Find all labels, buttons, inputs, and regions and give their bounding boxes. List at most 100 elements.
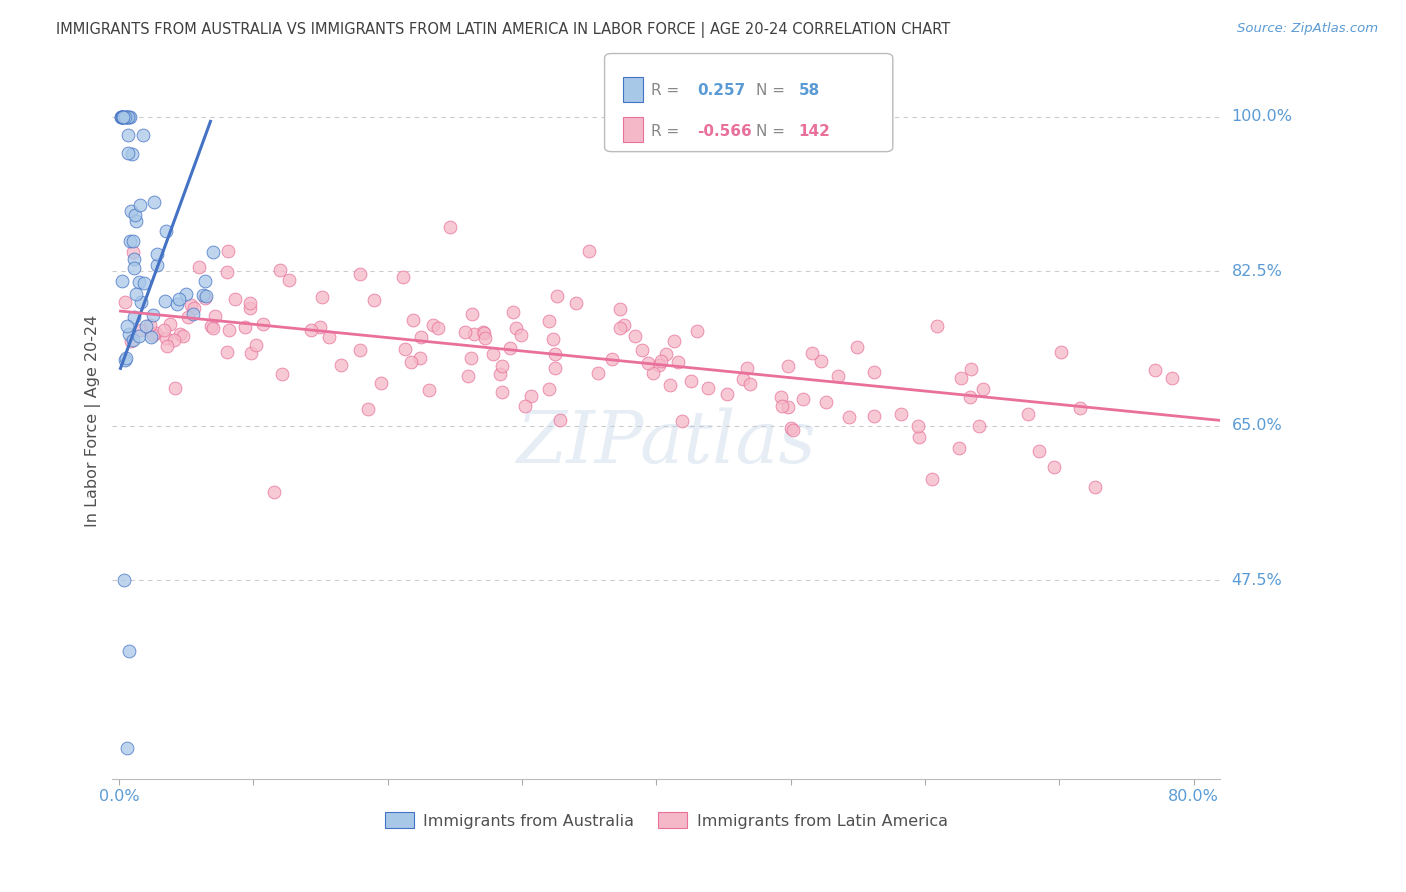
Point (146, 258, 169, 272)
Point (624, 328, 647, 343)
Point (142, 328, 165, 343)
Point (121, 147, 143, 161)
Point (120, 204, 142, 219)
Point (110, 110, 132, 124)
Point (609, 320, 631, 334)
Point (132, 128, 155, 143)
Text: 65.0%: 65.0% (1232, 418, 1282, 434)
Point (122, 310, 145, 325)
Point (544, 347, 567, 361)
Point (1160, 370, 1182, 384)
Point (111, 110, 134, 124)
Point (502, 305, 524, 319)
Point (1084, 480, 1107, 494)
Point (600, 352, 623, 367)
Point (122, 235, 145, 249)
Point (770, 399, 793, 413)
Text: 0.257: 0.257 (697, 84, 745, 98)
Point (112, 573, 135, 587)
Point (117, 740, 139, 755)
Point (461, 306, 484, 320)
Point (217, 265, 239, 279)
Point (308, 319, 330, 334)
Legend: Immigrants from Australia, Immigrants from Latin America: Immigrants from Australia, Immigrants fr… (378, 806, 955, 835)
Point (921, 472, 943, 486)
Text: -0.566: -0.566 (697, 124, 752, 138)
Point (735, 360, 758, 375)
Point (439, 220, 461, 235)
Point (111, 274, 134, 288)
Point (349, 267, 371, 281)
Point (846, 341, 869, 355)
Text: R =: R = (651, 124, 685, 138)
Point (117, 128, 139, 142)
Point (115, 351, 138, 366)
Point (146, 247, 169, 261)
Point (114, 110, 136, 124)
Point (491, 384, 513, 399)
Point (118, 643, 141, 657)
Point (112, 110, 135, 124)
Point (792, 392, 814, 406)
Point (541, 332, 564, 346)
Point (520, 389, 543, 403)
Point (457, 368, 479, 383)
Point (409, 351, 432, 366)
Point (907, 418, 929, 433)
Text: Source: ZipAtlas.com: Source: ZipAtlas.com (1237, 22, 1378, 36)
Point (950, 370, 973, 384)
Point (169, 327, 191, 342)
Point (180, 298, 202, 312)
Point (392, 270, 415, 285)
Point (671, 414, 693, 428)
Point (357, 402, 380, 417)
Point (1049, 344, 1071, 359)
Point (263, 484, 285, 499)
Point (1028, 443, 1050, 458)
Point (564, 295, 586, 310)
Point (153, 323, 176, 337)
Point (972, 382, 994, 396)
Point (967, 418, 990, 433)
Point (115, 318, 138, 333)
Point (124, 209, 146, 223)
Point (128, 198, 150, 212)
Text: R =: R = (651, 84, 685, 98)
Point (218, 323, 240, 337)
Point (370, 376, 392, 390)
Point (810, 353, 832, 368)
Point (181, 307, 204, 321)
Point (394, 342, 416, 356)
Point (201, 321, 224, 335)
Point (349, 343, 371, 357)
Point (959, 390, 981, 404)
Text: ZIPatlas: ZIPatlas (516, 408, 817, 478)
Point (731, 372, 754, 386)
Point (474, 331, 496, 345)
Point (863, 365, 886, 379)
Point (183, 301, 205, 315)
Point (548, 413, 571, 427)
Point (499, 341, 522, 355)
Point (122, 261, 145, 276)
Point (153, 293, 176, 308)
Point (167, 292, 190, 306)
Point (778, 359, 800, 373)
Point (128, 329, 150, 343)
Point (537, 382, 560, 396)
Point (609, 302, 631, 317)
Point (245, 337, 267, 351)
Point (740, 377, 762, 392)
Point (120, 334, 142, 349)
Point (648, 358, 671, 372)
Point (399, 354, 422, 368)
Point (659, 378, 682, 392)
Point (491, 359, 513, 374)
Point (801, 346, 824, 360)
Point (686, 324, 709, 338)
Point (118, 234, 141, 248)
Point (960, 361, 983, 376)
Point (363, 293, 385, 308)
Point (814, 395, 837, 409)
Point (662, 334, 685, 348)
